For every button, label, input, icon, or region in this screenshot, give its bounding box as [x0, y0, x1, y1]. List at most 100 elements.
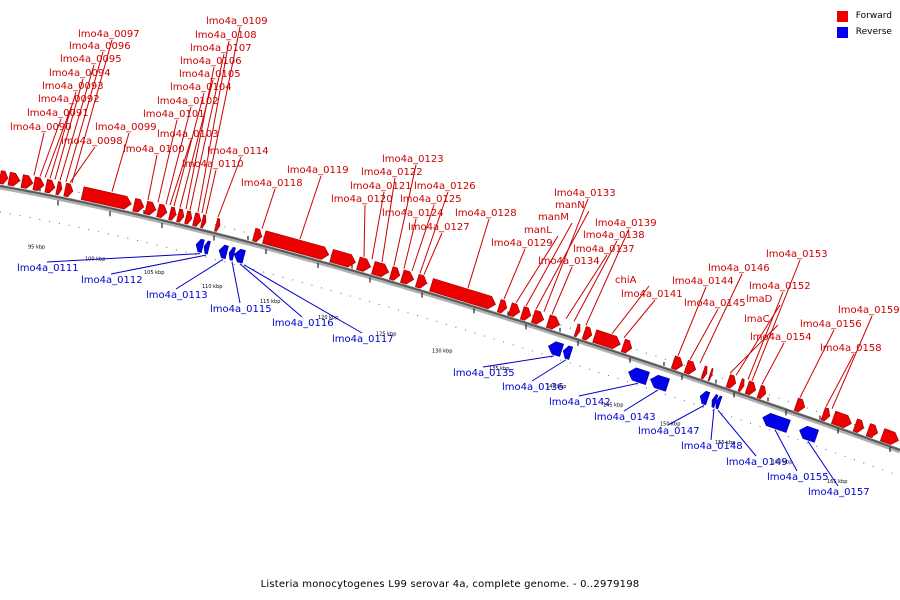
forward-gene-label: lmo4a_0138	[583, 230, 645, 241]
forward-gene-label: lmo4a_0103	[157, 129, 219, 140]
reverse-gene-arrow	[628, 367, 650, 385]
forward-label-leader	[44, 104, 73, 178]
forward-gene-label: lmo4a_0122	[361, 167, 423, 178]
forward-label-leader	[525, 222, 573, 307]
forward-gene-arrow	[80, 186, 132, 210]
forward-gene-label: lmo4a_0102	[157, 96, 219, 107]
forward-gene-label: lmaC	[744, 314, 770, 325]
reverse-gene-label: lmo4a_0112	[81, 275, 143, 286]
reverse-gene-arrow	[711, 394, 719, 408]
reverse-gene-arrow	[715, 395, 723, 410]
forward-gene-label: lmo4a_0152	[749, 281, 811, 292]
forward-gene-arrow	[700, 365, 708, 380]
reverse-gene-arrow	[562, 345, 574, 360]
forward-gene-arrow	[329, 249, 356, 268]
reverse-gene-label: lmo4a_0148	[681, 441, 743, 452]
forward-gene-label: lmo4a_0107	[190, 43, 252, 54]
forward-label-leader	[611, 285, 650, 335]
forward-gene-arrow	[820, 407, 831, 422]
forward-label-leader	[825, 353, 855, 407]
scale-label: 130 kbp	[432, 348, 452, 354]
reverse-gene-label: lmo4a_0116	[272, 318, 334, 329]
forward-gene-arrow	[192, 212, 202, 227]
forward-gene-arrow	[156, 203, 168, 219]
forward-gene-arrow	[683, 359, 697, 375]
forward-gene-arrow	[0, 170, 9, 185]
forward-gene-label: lmo4a_0090	[10, 122, 72, 133]
forward-gene-arrow	[670, 355, 684, 371]
forward-gene-arrow	[388, 266, 401, 281]
reverse-gene-arrow	[203, 240, 211, 255]
reverse-label-leader	[531, 359, 567, 382]
forward-gene-label: lmo4a_0145	[684, 298, 746, 309]
forward-label-leader	[699, 273, 743, 364]
forward-gene-label: lmo4a_0123	[382, 154, 444, 165]
reverse-label-leader	[175, 258, 224, 290]
scale-label: 140 kbp	[546, 384, 566, 390]
forward-gene-arrow	[214, 217, 221, 232]
forward-gene-arrow	[581, 326, 593, 341]
forward-label-leader	[39, 118, 62, 177]
forward-gene-arrow	[63, 182, 74, 198]
forward-label-leader	[299, 175, 322, 240]
forward-gene-arrow	[852, 418, 865, 433]
reverse-label-leader	[710, 408, 715, 441]
reverse-gene-label: lmo4a_0149	[726, 457, 788, 468]
forward-label-leader	[729, 324, 779, 374]
forward-label-leader	[33, 132, 45, 176]
forward-gene-label: lmo4a_0099	[95, 122, 157, 133]
scale-label: 95 kbp	[28, 245, 45, 251]
forward-label-leader	[111, 132, 130, 192]
reverse-gene-arrow	[228, 246, 236, 261]
reverse-label-leader	[239, 263, 303, 318]
forward-label-leader	[185, 66, 215, 210]
forward-gene-arrow	[20, 174, 34, 189]
reverse-label-leader	[243, 264, 363, 334]
forward-label-leader	[535, 210, 590, 310]
forward-gene-label: lmo4a_0095	[60, 54, 122, 65]
scale-label: 105 kbp	[144, 270, 164, 276]
legend: Forward Reverse	[836, 8, 892, 40]
reverse-gene-label: lmo4a_0155	[767, 472, 829, 483]
forward-gene-label: lmo4a_0159	[838, 305, 900, 316]
forward-gene-arrow	[176, 208, 185, 223]
reverse-gene-label: lmo4a_0117	[332, 334, 394, 345]
forward-label-leader	[261, 188, 276, 229]
forward-gene-label: lmo4a_0137	[573, 244, 635, 255]
forward-gene-arrow	[507, 302, 521, 318]
forward-label-leader	[65, 51, 104, 182]
forward-gene-arrow	[44, 178, 56, 194]
reverse-label-leader	[623, 389, 659, 412]
forward-gene-arrow	[756, 384, 767, 399]
backbone-line	[0, 185, 900, 451]
forward-label-leader	[573, 240, 618, 322]
forward-gene-label: manN	[555, 200, 585, 211]
forward-label-leader	[551, 266, 573, 315]
forward-label-leader	[165, 106, 192, 205]
forward-label-leader	[623, 299, 656, 338]
forward-label-leader	[689, 308, 719, 360]
forward-label-leader	[371, 191, 385, 260]
forward-label-leader	[173, 92, 205, 207]
forward-label-leader	[751, 259, 801, 382]
forward-label-leader	[747, 291, 784, 380]
forward-gene-label: lmo4a_0127	[408, 222, 470, 233]
forward-label-leader	[761, 342, 785, 385]
legend-forward-label: Forward	[855, 11, 892, 21]
forward-gene-label: lmo4a_0139	[595, 218, 657, 229]
forward-label-leader	[565, 254, 608, 320]
reverse-label-leader	[667, 404, 705, 426]
reverse-gene-arrow	[650, 374, 670, 392]
forward-gene-arrow	[252, 227, 263, 243]
reverse-gene-label: lmo4a_0142	[549, 397, 611, 408]
forward-gene-label: lmo4a_0106	[180, 56, 242, 67]
forward-gene-label: lmo4a_0119	[287, 165, 349, 176]
scale-label: 155 kbp	[715, 440, 735, 446]
forward-label-leader	[585, 228, 630, 326]
reverse-label-leader	[578, 382, 639, 397]
forward-gene-arrow	[737, 378, 745, 392]
forward-label-leader	[201, 26, 241, 214]
forward-gene-label: lmo4a_0124	[382, 208, 444, 219]
